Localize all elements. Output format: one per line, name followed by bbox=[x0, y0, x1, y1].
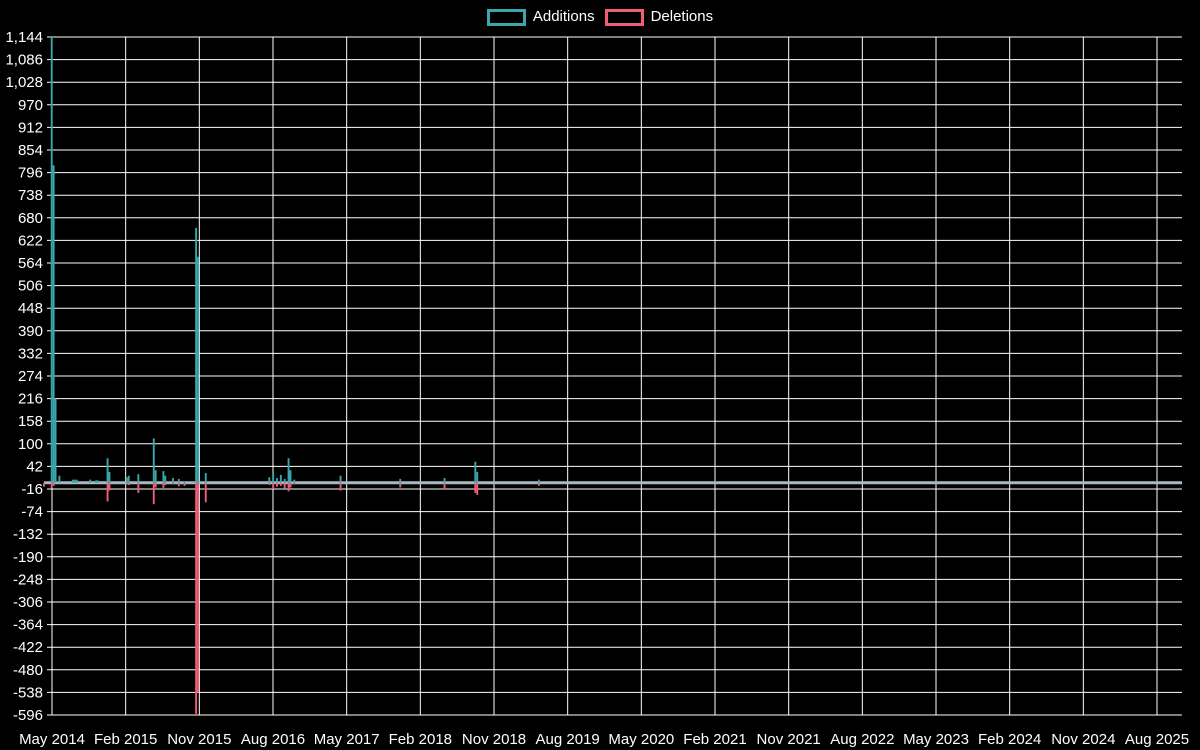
y-axis-tick-label: -596 bbox=[13, 707, 43, 724]
y-axis-tick-label: -132 bbox=[13, 526, 43, 543]
y-axis-tick-label: 332 bbox=[18, 345, 43, 362]
y-axis-tick-label: -190 bbox=[13, 549, 43, 566]
x-axis-tick-label: Aug 2025 bbox=[1125, 731, 1189, 748]
y-axis-tick-label: 854 bbox=[18, 142, 43, 159]
x-axis-tick-label: May 2017 bbox=[314, 731, 380, 748]
y-axis-tick-label: 912 bbox=[18, 119, 43, 136]
y-axis-tick-label: -538 bbox=[13, 684, 43, 701]
chart-legend: Additions Deletions bbox=[0, 8, 1200, 26]
x-axis-tick-label: Nov 2015 bbox=[167, 731, 231, 748]
y-axis-tick-label: 158 bbox=[18, 413, 43, 430]
y-axis-tick-label: -16 bbox=[21, 481, 43, 498]
y-axis-tick-label: 796 bbox=[18, 165, 43, 182]
x-axis-tick-label: Nov 2018 bbox=[462, 731, 526, 748]
y-axis-tick-label: 622 bbox=[18, 232, 43, 249]
y-axis-tick-label: 1,028 bbox=[5, 74, 43, 91]
x-axis-tick-label: May 2014 bbox=[19, 731, 85, 748]
y-axis-tick-label: 680 bbox=[18, 210, 43, 227]
x-axis-tick-label: Aug 2016 bbox=[241, 731, 305, 748]
additions-swatch bbox=[486, 8, 526, 26]
y-axis-tick-label: -422 bbox=[13, 639, 43, 656]
y-axis-tick-label: 564 bbox=[18, 255, 43, 272]
y-axis-tick-label: -248 bbox=[13, 571, 43, 588]
y-axis-tick-label: -306 bbox=[13, 594, 43, 611]
y-axis-tick-label: -74 bbox=[21, 504, 43, 521]
x-axis-tick-label: Nov 2024 bbox=[1051, 731, 1115, 748]
x-axis-tick-label: Feb 2024 bbox=[978, 731, 1041, 748]
x-axis-tick-label: Feb 2021 bbox=[683, 731, 746, 748]
x-axis-tick-label: Aug 2022 bbox=[830, 731, 894, 748]
y-axis-tick-label: 274 bbox=[18, 368, 43, 385]
legend-item-additions[interactable]: Additions bbox=[486, 8, 595, 26]
y-axis-tick-label: 506 bbox=[18, 278, 43, 295]
y-axis-tick-label: 970 bbox=[18, 97, 43, 114]
y-axis-tick-label: -480 bbox=[13, 662, 43, 679]
y-axis-tick-label: 448 bbox=[18, 300, 43, 317]
y-axis-tick-label: 738 bbox=[18, 187, 43, 204]
y-axis-tick-label: -364 bbox=[13, 617, 43, 634]
additions-legend-label: Additions bbox=[532, 8, 595, 25]
y-axis-tick-label: 1,144 bbox=[5, 29, 43, 46]
deletions-legend-label: Deletions bbox=[650, 8, 714, 25]
x-axis-tick-label: Feb 2018 bbox=[389, 731, 452, 748]
x-axis-tick-label: Feb 2015 bbox=[94, 731, 157, 748]
y-axis-tick-label: 216 bbox=[18, 391, 43, 408]
x-axis-tick-label: May 2023 bbox=[903, 731, 969, 748]
legend-item-deletions[interactable]: Deletions bbox=[604, 8, 714, 26]
deletions-swatch bbox=[604, 8, 644, 26]
x-axis-tick-label: May 2020 bbox=[608, 731, 674, 748]
y-axis-tick-label: 42 bbox=[26, 458, 43, 475]
x-axis-tick-label: Aug 2019 bbox=[536, 731, 600, 748]
y-axis-tick-label: 1,086 bbox=[5, 52, 43, 69]
y-axis-tick-label: 100 bbox=[18, 436, 43, 453]
y-axis-tick-label: 390 bbox=[18, 323, 43, 340]
x-axis-tick-label: Nov 2021 bbox=[757, 731, 821, 748]
